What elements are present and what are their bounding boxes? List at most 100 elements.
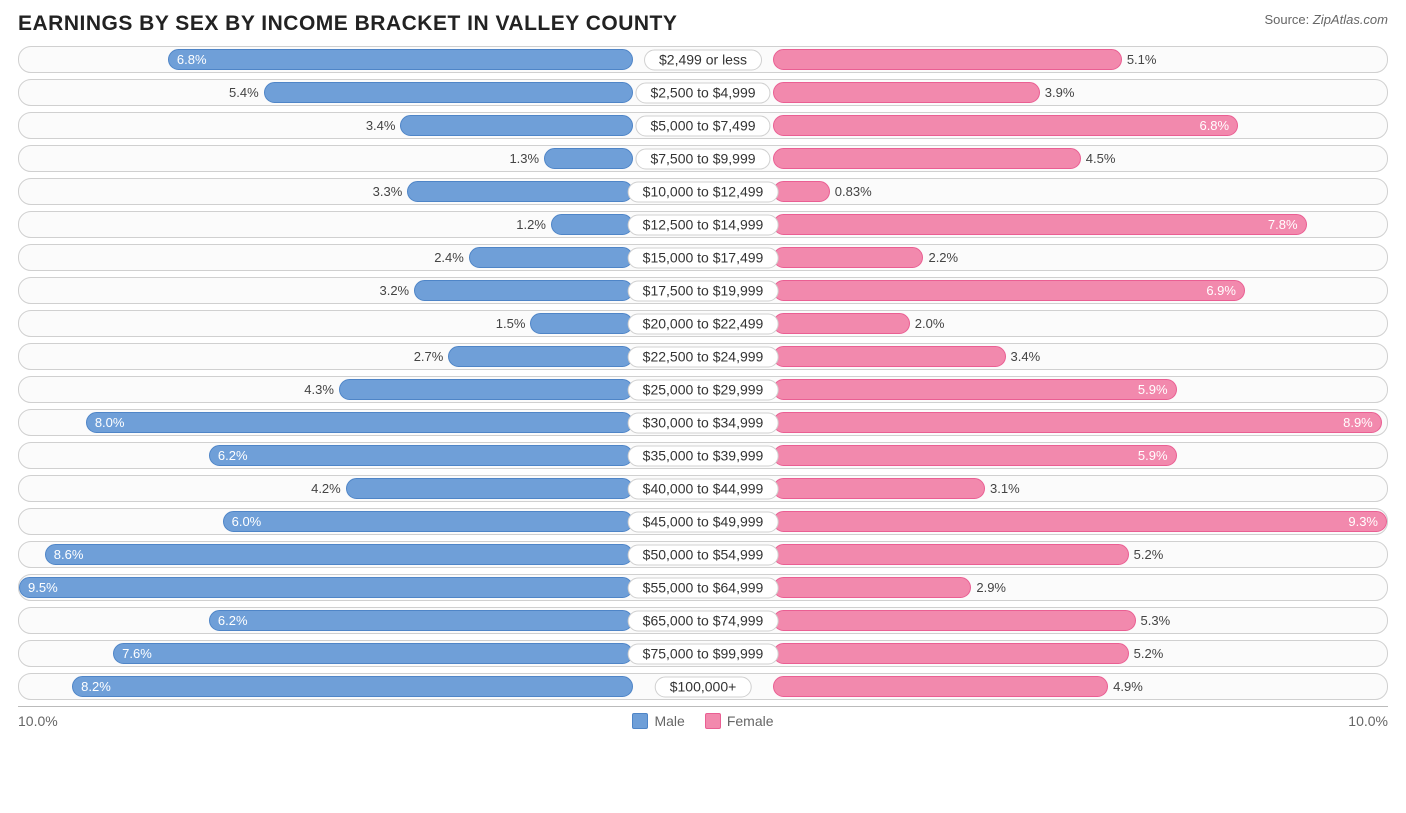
income-bracket-label: $15,000 to $17,499 — [628, 247, 779, 268]
female-bar: 6.9% — [773, 280, 1245, 301]
chart-row: 8.0% 8.9% $30,000 to $34,999 — [18, 409, 1388, 436]
female-pct-label: 5.9% — [1130, 448, 1176, 463]
male-bar: 3.4% — [400, 115, 633, 136]
income-bracket-label: $35,000 to $39,999 — [628, 445, 779, 466]
male-bar: 3.3% — [407, 181, 633, 202]
income-bracket-label: $40,000 to $44,999 — [628, 478, 779, 499]
female-pct-label: 9.3% — [1340, 514, 1386, 529]
male-pct-label: 8.0% — [87, 415, 133, 430]
male-pct-label: 6.8% — [169, 52, 215, 67]
female-bar: 3.9% — [773, 82, 1040, 103]
legend-label-female: Female — [727, 713, 774, 729]
chart-row: 6.0% 9.3% $45,000 to $49,999 — [18, 508, 1388, 535]
male-bar: 8.0% — [86, 412, 633, 433]
male-pct-label: 4.3% — [304, 382, 340, 397]
male-pct-label: 7.6% — [114, 646, 160, 661]
source-value: ZipAtlas.com — [1313, 12, 1388, 27]
female-pct-label: 5.3% — [1135, 613, 1171, 628]
female-pct-label: 7.8% — [1260, 217, 1306, 232]
female-pct-label: 6.8% — [1191, 118, 1237, 133]
chart-row: 6.2% 5.9% $35,000 to $39,999 — [18, 442, 1388, 469]
female-bar: 5.9% — [773, 445, 1177, 466]
male-bar: 6.2% — [209, 445, 633, 466]
axis-max-right: 10.0% — [1348, 713, 1388, 729]
chart-row: 8.6%5.2%$50,000 to $54,999 — [18, 541, 1388, 568]
male-bar: 2.4% — [469, 247, 633, 268]
chart-row: 2.7%3.4%$22,500 to $24,999 — [18, 343, 1388, 370]
income-bracket-label: $12,500 to $14,999 — [628, 214, 779, 235]
female-bar: 0.83% — [773, 181, 830, 202]
male-bar: 5.4% — [264, 82, 633, 103]
female-bar: 9.3% — [773, 511, 1387, 532]
legend: Male Female — [632, 713, 773, 729]
source-attribution: Source: ZipAtlas.com — [1264, 12, 1388, 27]
income-bracket-label: $30,000 to $34,999 — [628, 412, 779, 433]
female-pct-label: 2.2% — [922, 250, 958, 265]
legend-swatch-female — [705, 713, 721, 729]
male-pct-label: 3.3% — [373, 184, 409, 199]
female-bar: 5.3% — [773, 610, 1136, 631]
male-pct-label: 1.5% — [496, 316, 532, 331]
male-bar: 3.2% — [414, 280, 633, 301]
male-pct-label: 6.2% — [210, 448, 256, 463]
female-pct-label: 8.9% — [1335, 415, 1381, 430]
chart-row: 2.4% 2.2% $15,000 to $17,499 — [18, 244, 1388, 271]
male-pct-label: 2.7% — [414, 349, 450, 364]
income-bracket-label: $20,000 to $22,499 — [628, 313, 779, 334]
income-bracket-label: $45,000 to $49,999 — [628, 511, 779, 532]
female-bar: 2.9% — [773, 577, 971, 598]
source-label: Source: — [1264, 12, 1312, 27]
legend-item-male: Male — [632, 713, 684, 729]
female-pct-label: 2.0% — [909, 316, 945, 331]
male-bar: 6.0% — [223, 511, 633, 532]
axis-line — [18, 706, 1388, 707]
male-pct-label: 3.2% — [379, 283, 415, 298]
male-pct-label: 5.4% — [229, 85, 265, 100]
female-bar: 7.8% — [773, 214, 1307, 235]
male-pct-label: 1.2% — [516, 217, 552, 232]
income-bracket-label: $2,500 to $4,999 — [635, 82, 770, 103]
income-bracket-label: $7,500 to $9,999 — [635, 148, 770, 169]
chart-row: 4.2%3.1%$40,000 to $44,999 — [18, 475, 1388, 502]
income-bracket-label: $10,000 to $12,499 — [628, 181, 779, 202]
male-pct-label: 6.2% — [210, 613, 256, 628]
legend-item-female: Female — [705, 713, 774, 729]
male-bar: 6.8% — [168, 49, 633, 70]
chart-row: 6.8% 5.1% $2,499 or less — [18, 46, 1388, 73]
male-bar: 1.2% — [551, 214, 633, 235]
female-pct-label: 5.2% — [1128, 547, 1164, 562]
chart-row: 5.4%3.9%$2,500 to $4,999 — [18, 79, 1388, 106]
female-bar: 5.2% — [773, 643, 1129, 664]
female-pct-label: 3.1% — [984, 481, 1020, 496]
male-pct-label: 6.0% — [224, 514, 270, 529]
female-bar: 2.0% — [773, 313, 910, 334]
female-pct-label: 3.9% — [1039, 85, 1075, 100]
chart-row: 3.3% 0.83%$10,000 to $12,499 — [18, 178, 1388, 205]
male-pct-label: 1.3% — [509, 151, 545, 166]
female-pct-label: 3.4% — [1005, 349, 1041, 364]
income-bracket-label: $5,000 to $7,499 — [635, 115, 770, 136]
income-bracket-label: $100,000+ — [655, 676, 752, 697]
female-pct-label: 5.1% — [1121, 52, 1157, 67]
income-bracket-label: $2,499 or less — [644, 49, 762, 70]
chart-title: EARNINGS BY SEX BY INCOME BRACKET IN VAL… — [18, 12, 677, 36]
female-pct-label: 4.5% — [1080, 151, 1116, 166]
female-bar: 5.9% — [773, 379, 1177, 400]
male-bar: 9.5% — [19, 577, 633, 598]
male-bar: 1.3% — [544, 148, 633, 169]
male-pct-label: 9.5% — [20, 580, 66, 595]
chart-row: 4.3%5.9%$25,000 to $29,999 — [18, 376, 1388, 403]
axis-max-left: 10.0% — [18, 713, 58, 729]
female-bar: 4.9% — [773, 676, 1108, 697]
income-bracket-label: $55,000 to $64,999 — [628, 577, 779, 598]
male-bar: 6.2% — [209, 610, 633, 631]
male-bar: 4.3% — [339, 379, 633, 400]
female-bar: 3.4% — [773, 346, 1006, 367]
chart-row: 7.6%5.2%$75,000 to $99,999 — [18, 640, 1388, 667]
male-bar: 8.6% — [45, 544, 633, 565]
female-pct-label: 6.9% — [1198, 283, 1244, 298]
income-bracket-label: $17,500 to $19,999 — [628, 280, 779, 301]
chart-row: 1.2% 7.8% $12,500 to $14,999 — [18, 211, 1388, 238]
male-pct-label: 2.4% — [434, 250, 470, 265]
chart-row: 3.4% 6.8% $5,000 to $7,499 — [18, 112, 1388, 139]
